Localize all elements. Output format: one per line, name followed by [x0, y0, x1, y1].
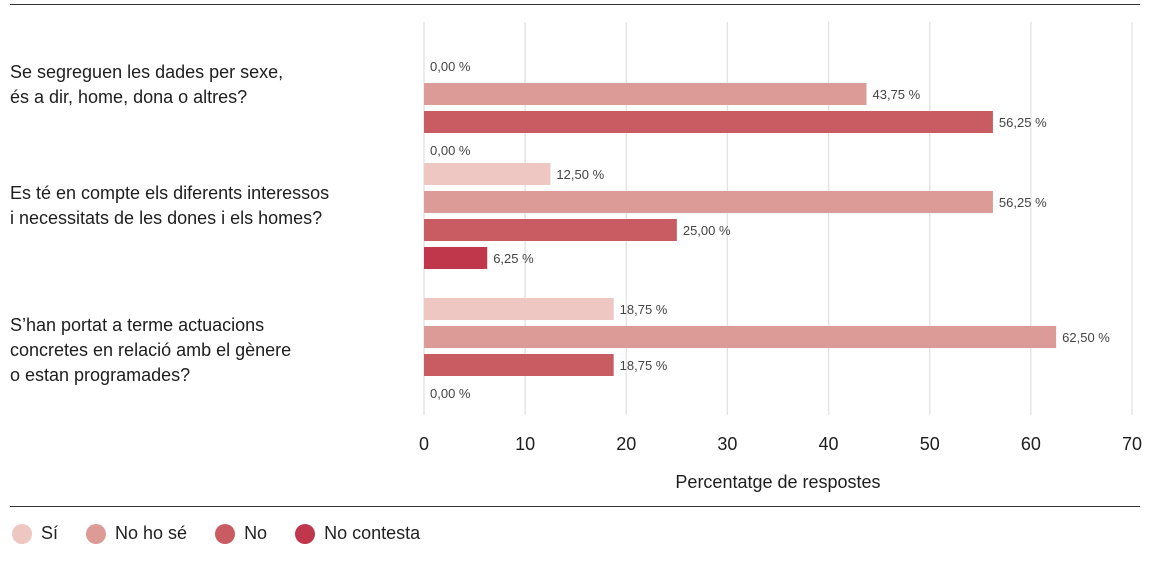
legend-swatch-no-contesta: [295, 523, 316, 544]
bar-value-label: 0,00 %: [430, 386, 471, 401]
bar-value-label: 0,00 %: [430, 143, 471, 158]
bar-value-label: 43,75 %: [873, 87, 921, 102]
bar: [424, 326, 1057, 348]
bar-value-labels: 0,00 % 43,75 % 56,25 % 0,00 % 12,50 % 56,25 %…: [430, 59, 1110, 401]
legend-label-no-contesta: No contesta: [324, 523, 421, 543]
bar: [424, 163, 551, 185]
question-label-3: S’han portat a terme actuacions concrete…: [10, 313, 291, 388]
legend-swatch-no-ho-se: [86, 523, 107, 544]
question-2-line-2: i necessitats de les dones i els homes?: [10, 208, 323, 228]
bar-value-label: 6,25 %: [493, 251, 534, 266]
bar-value-label: 25,00 %: [683, 223, 731, 238]
x-tick-label: 30: [717, 434, 737, 454]
x-tick-labels: 0 10 20 30 40 50 60 70: [419, 434, 1142, 454]
x-tick-label: 40: [819, 434, 839, 454]
x-tick-label: 10: [515, 434, 535, 454]
bar-chart: 0,00 % 43,75 % 56,25 % 0,00 % 12,50 % 56,25 %…: [419, 22, 1142, 492]
legend-item-no: No: [215, 523, 267, 544]
bar: [424, 354, 614, 376]
question-label-1: Se segreguen les dades per sexe, és a di…: [10, 60, 283, 110]
bar: [424, 219, 677, 241]
question-3-line-3: o estan programades?: [10, 365, 191, 385]
bar: [424, 83, 867, 105]
bar-value-label: 56,25 %: [999, 195, 1047, 210]
legend-swatch-si: [12, 523, 32, 544]
x-tick-label: 60: [1021, 434, 1041, 454]
bar-value-label: 56,25 %: [999, 115, 1047, 130]
top-rule: [10, 4, 1140, 5]
bar: [424, 191, 993, 213]
x-tick-label: 20: [616, 434, 636, 454]
legend-label-si: Sí: [41, 523, 59, 543]
question-label-2: Es té en compte els diferents interessos…: [10, 181, 329, 231]
bar: [424, 111, 993, 133]
bars: [424, 83, 1057, 376]
legend: Sí No ho sé No No contesta: [12, 523, 448, 544]
x-axis-title: Percentatge de respostes: [675, 472, 880, 492]
bar-value-label: 62,50 %: [1062, 330, 1110, 345]
bar: [424, 298, 614, 320]
bar-value-label: 12,50 %: [556, 167, 604, 182]
bar: [424, 247, 488, 269]
bar-value-label: 0,00 %: [430, 59, 471, 74]
legend-item-no-contesta: No contesta: [295, 523, 420, 544]
question-3-line-2: concretes en relació amb el gènere: [10, 340, 292, 360]
legend-label-no-ho-se: No ho sé: [115, 523, 188, 543]
legend-item-no-ho-se: No ho sé: [86, 523, 187, 544]
question-2-line-1: Es té en compte els diferents interessos: [10, 183, 330, 203]
x-tick-label: 50: [920, 434, 940, 454]
bottom-rule: [10, 506, 1140, 507]
bar-value-label: 18,75 %: [620, 302, 668, 317]
x-tick-label: 0: [419, 434, 429, 454]
legend-label-no: No: [244, 523, 268, 543]
legend-swatch-no: [215, 523, 236, 544]
question-1-line-2: és a dir, home, dona o altres?: [10, 87, 248, 107]
question-1-line-1: Se segreguen les dades per sexe,: [10, 62, 284, 82]
bar-value-label: 18,75 %: [620, 358, 668, 373]
legend-item-si: Sí: [12, 523, 58, 544]
question-3-line-1: S’han portat a terme actuacions: [10, 315, 265, 335]
x-tick-label: 70: [1122, 434, 1142, 454]
